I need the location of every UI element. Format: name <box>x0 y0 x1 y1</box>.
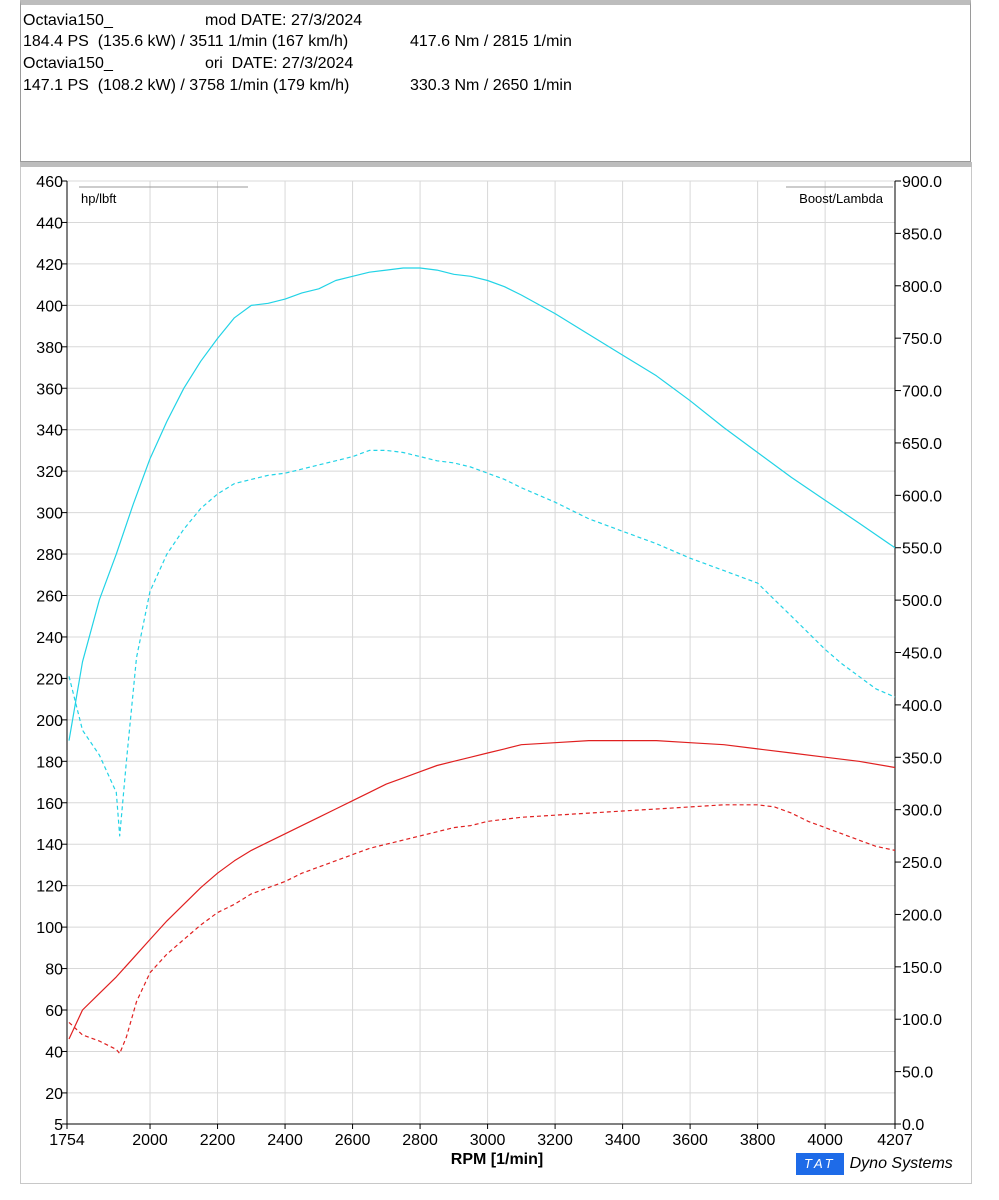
y-right-tick-label: 850.0 <box>902 226 942 243</box>
y-right-tick-label: 600.0 <box>902 488 942 505</box>
y-left-tick-label: 220 <box>36 671 63 688</box>
header-line-3: Octavia150_ ori DATE: 27/3/2024 <box>23 54 353 134</box>
y-right-tick-label: 700.0 <box>902 384 942 401</box>
run-torque: 330.3 Nm / 2650 1/min <box>410 77 572 94</box>
header-panel: Octavia150_ mod DATE: 27/3/2024 184.4 PS… <box>20 0 971 162</box>
y-left-tick-label: 360 <box>36 381 63 398</box>
y-left-tick-label: 240 <box>36 630 63 647</box>
run-power: 184.4 PS (135.6 kW) / 3511 1/min (167 km… <box>23 33 349 50</box>
y-left-tick-label: 280 <box>36 547 63 564</box>
run-tag: ori DATE: 27/3/2024 <box>205 55 354 72</box>
header-line-1: Octavia150_ mod DATE: 27/3/2024 <box>23 11 362 91</box>
y-right-tick-label: 750.0 <box>902 331 942 348</box>
y-left-axis-label: hp/lbft <box>81 191 117 206</box>
tat-logo: TAT Dyno Systems <box>796 1153 953 1175</box>
x-tick-label: 3000 <box>470 1132 506 1149</box>
y-left-tick-label: 140 <box>36 837 63 854</box>
chart-lines <box>68 267 896 1055</box>
y-left-tick-label: 180 <box>36 754 63 771</box>
y-right-tick-label: 650.0 <box>902 436 942 453</box>
y-left-tick-label: 80 <box>45 962 63 979</box>
x-tick-label: 3800 <box>740 1132 776 1149</box>
y-right-tick-label: 200.0 <box>902 907 942 924</box>
y-left-tick-label: 100 <box>36 920 63 937</box>
run-tag: mod DATE: 27/3/2024 <box>205 12 363 29</box>
y-left-tick-label: 460 <box>36 174 63 191</box>
x-tick-label: 2200 <box>200 1132 236 1149</box>
y-left-tick-label: 40 <box>45 1044 63 1061</box>
x-tick-label: 3200 <box>537 1132 573 1149</box>
series-line-power_ori <box>68 804 896 1055</box>
y-right-tick-label: 450.0 <box>902 646 942 663</box>
y-left-tick-label: 120 <box>36 879 63 896</box>
y-right-tick-label: 50.0 <box>902 1065 933 1082</box>
y-right-tick-label: 0.0 <box>902 1117 924 1134</box>
x-tick-label: 4207 <box>877 1132 913 1149</box>
header-line-2: 184.4 PS (135.6 kW) / 3511 1/min (167 km… <box>23 32 572 112</box>
x-axis-label: RPM [1/min] <box>451 1151 543 1168</box>
y-right-axis-label: Boost/Lambda <box>799 191 884 206</box>
run-power: 147.1 PS (108.2 kW) / 3758 1/min (179 km… <box>23 77 350 94</box>
chart-labels: 1754 2000 2200 2400 2600 2800 3000 3200 3400 3600… <box>36 174 942 1168</box>
y-left-tick-label: 440 <box>36 215 63 232</box>
run-name: Octavia150_ <box>23 12 113 29</box>
x-tick-label: 2000 <box>132 1132 168 1149</box>
chart-grid <box>67 180 895 1124</box>
y-left-tick-label: 380 <box>36 340 63 357</box>
header-line-4: 147.1 PS (108.2 kW) / 3758 1/min (179 km… <box>23 76 572 156</box>
series-line-torque_mod <box>68 267 896 741</box>
y-right-tick-label: 250.0 <box>902 855 942 872</box>
x-tick-label: 4000 <box>807 1132 843 1149</box>
y-left-tick-label: 5 <box>54 1117 63 1134</box>
y-left-tick-label: 300 <box>36 506 63 523</box>
logo-box: TAT <box>796 1153 844 1175</box>
run-name: Octavia150_ <box>23 55 113 72</box>
y-right-tick-label: 550.0 <box>902 541 942 558</box>
chart-axes <box>62 180 901 1129</box>
x-tick-label: 2600 <box>335 1132 371 1149</box>
y-right-tick-label: 900.0 <box>902 174 942 191</box>
y-right-tick-label: 400.0 <box>902 698 942 715</box>
x-tick-label: 3600 <box>672 1132 708 1149</box>
y-right-tick-label: 800.0 <box>902 279 942 296</box>
y-left-tick-label: 420 <box>36 257 63 274</box>
y-left-tick-label: 160 <box>36 796 63 813</box>
x-tick-label: 2400 <box>267 1132 303 1149</box>
y-right-tick-label: 500.0 <box>902 593 942 610</box>
y-right-tick-label: 350.0 <box>902 750 942 767</box>
y-left-tick-label: 340 <box>36 423 63 440</box>
y-left-tick-label: 60 <box>45 1003 63 1020</box>
chart-frame <box>20 167 972 1184</box>
y-right-tick-label: 100.0 <box>902 1012 942 1029</box>
series-line-power_mod <box>68 739 896 1040</box>
y-left-tick-label: 200 <box>36 713 63 730</box>
y-left-tick-label: 260 <box>36 589 63 606</box>
series-line-torque_ori <box>68 449 896 837</box>
logo-text: Dyno Systems <box>849 1155 953 1172</box>
x-tick-label: 2800 <box>402 1132 438 1149</box>
y-left-tick-label: 400 <box>36 298 63 315</box>
y-left-tick-label: 20 <box>45 1086 63 1103</box>
y-right-tick-label: 150.0 <box>902 960 942 977</box>
x-tick-label: 1754 <box>49 1132 85 1149</box>
run-torque: 417.6 Nm / 2815 1/min <box>410 33 572 50</box>
y-right-tick-label: 300.0 <box>902 803 942 820</box>
y-left-tick-label: 320 <box>36 464 63 481</box>
header-divider <box>20 162 972 167</box>
x-tick-label: 3400 <box>605 1132 641 1149</box>
